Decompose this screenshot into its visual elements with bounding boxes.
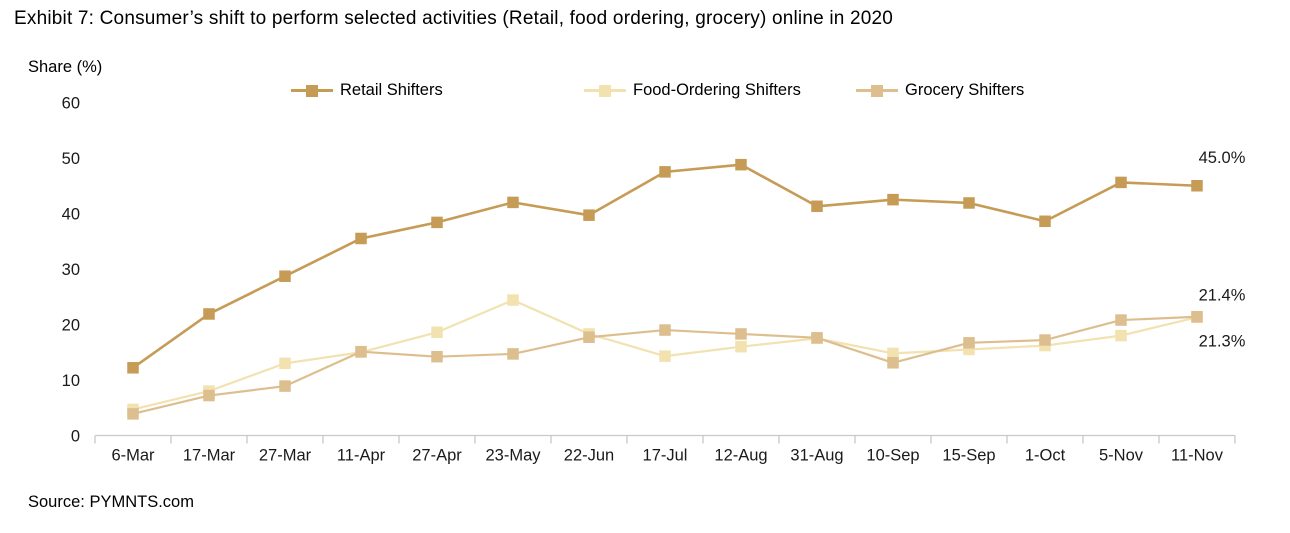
x-tick-label: 31-Aug [790, 447, 843, 465]
y-axis-title: Share (%) [28, 58, 103, 76]
series-marker-2 [431, 326, 443, 339]
x-tick-label: 15-Sep [942, 447, 995, 465]
x-tick-label: 22-Jun [564, 447, 614, 465]
legend-marker-icon [856, 79, 898, 101]
series-line-1 [132, 163, 1198, 369]
y-tick-label: 30 [62, 261, 80, 279]
series-marker-1 [583, 209, 595, 221]
series-marker-1 [963, 197, 975, 209]
series-marker-3 [279, 380, 291, 392]
series-marker-1 [203, 308, 215, 320]
x-tick-label: 17-Jul [643, 447, 688, 465]
series-marker-3 [659, 324, 671, 336]
x-tick-label: 1-Oct [1025, 447, 1066, 465]
x-tick-label: 27-Mar [259, 447, 312, 465]
y-tick-label: 20 [62, 317, 80, 335]
series-marker-3 [1191, 310, 1203, 323]
series-marker-2 [659, 350, 671, 362]
legend-label: Food-Ordering Shifters [633, 80, 801, 99]
series-marker-2 [735, 340, 747, 353]
end-value-label: 21.4% [1199, 287, 1246, 305]
y-tick-label: 10 [62, 372, 80, 390]
series-marker-1 [1191, 180, 1203, 192]
legend-label: Retail Shifters [340, 80, 443, 99]
series-marker-1 [431, 216, 443, 229]
chart-title: Exhibit 7: Consumer’s shift to perform s… [14, 8, 894, 29]
series-marker-3 [203, 389, 215, 402]
series-marker-3 [963, 337, 975, 349]
x-tick-label: 27-Apr [412, 447, 462, 465]
legend: Retail Shifters Food-Ordering Shifters Gro… [0, 79, 1290, 101]
source-note: Source: PYMNTS.com [28, 493, 194, 511]
series-marker-3 [887, 357, 899, 369]
x-tick-label: 12-Aug [714, 447, 767, 465]
end-value-label: 21.3% [1199, 332, 1246, 350]
y-tick-label: 40 [62, 206, 80, 224]
series-marker-1 [1115, 176, 1127, 189]
series-marker-1 [507, 196, 519, 209]
series-marker-3 [431, 350, 443, 363]
x-tick-label: 23-May [485, 447, 541, 465]
series-marker-3 [1115, 314, 1127, 326]
x-tick-label: 17-Mar [183, 447, 236, 465]
y-tick-label: 60 [62, 95, 80, 113]
series-marker-3 [507, 348, 519, 360]
x-tick-label: 5-Nov [1099, 447, 1144, 465]
series-marker-1 [127, 362, 139, 374]
series-marker-2 [507, 294, 519, 306]
y-tick-label: 50 [62, 150, 80, 168]
legend-marker-icon [291, 79, 333, 101]
series-marker-2 [279, 357, 291, 370]
legend-item-food-ordering-shifters: Food-Ordering Shifters [584, 79, 801, 101]
series-marker-3 [583, 331, 595, 344]
series-marker-2 [1115, 329, 1127, 342]
series-marker-3 [355, 345, 367, 358]
x-tick-label: 11-Nov [1171, 447, 1224, 465]
series-marker-2 [963, 343, 975, 356]
series-marker-1 [811, 200, 823, 213]
series-marker-1 [279, 270, 291, 282]
series-marker-2 [887, 347, 899, 360]
legend-item-retail-shifters: Retail Shifters [291, 79, 443, 101]
series-marker-1 [659, 166, 671, 178]
x-tick-label: 11-Apr [337, 447, 386, 465]
series-marker-3 [735, 328, 747, 340]
series-marker-3 [1039, 334, 1051, 346]
x-tick-label: 10-Sep [866, 447, 919, 465]
series-marker-1 [1039, 215, 1051, 228]
series-marker-3 [127, 408, 139, 420]
x-tick-label: 6-Mar [111, 447, 155, 465]
series-marker-1 [735, 158, 747, 171]
series-marker-1 [887, 193, 899, 206]
legend-marker-icon [584, 79, 626, 101]
y-tick-label: 0 [71, 428, 80, 446]
legend-item-grocery-shifters: Grocery Shifters [856, 79, 1024, 101]
series-marker-1 [355, 232, 367, 245]
legend-label: Grocery Shifters [905, 80, 1025, 99]
end-value-label: 45.0% [1199, 149, 1246, 167]
series-marker-3 [811, 332, 823, 344]
